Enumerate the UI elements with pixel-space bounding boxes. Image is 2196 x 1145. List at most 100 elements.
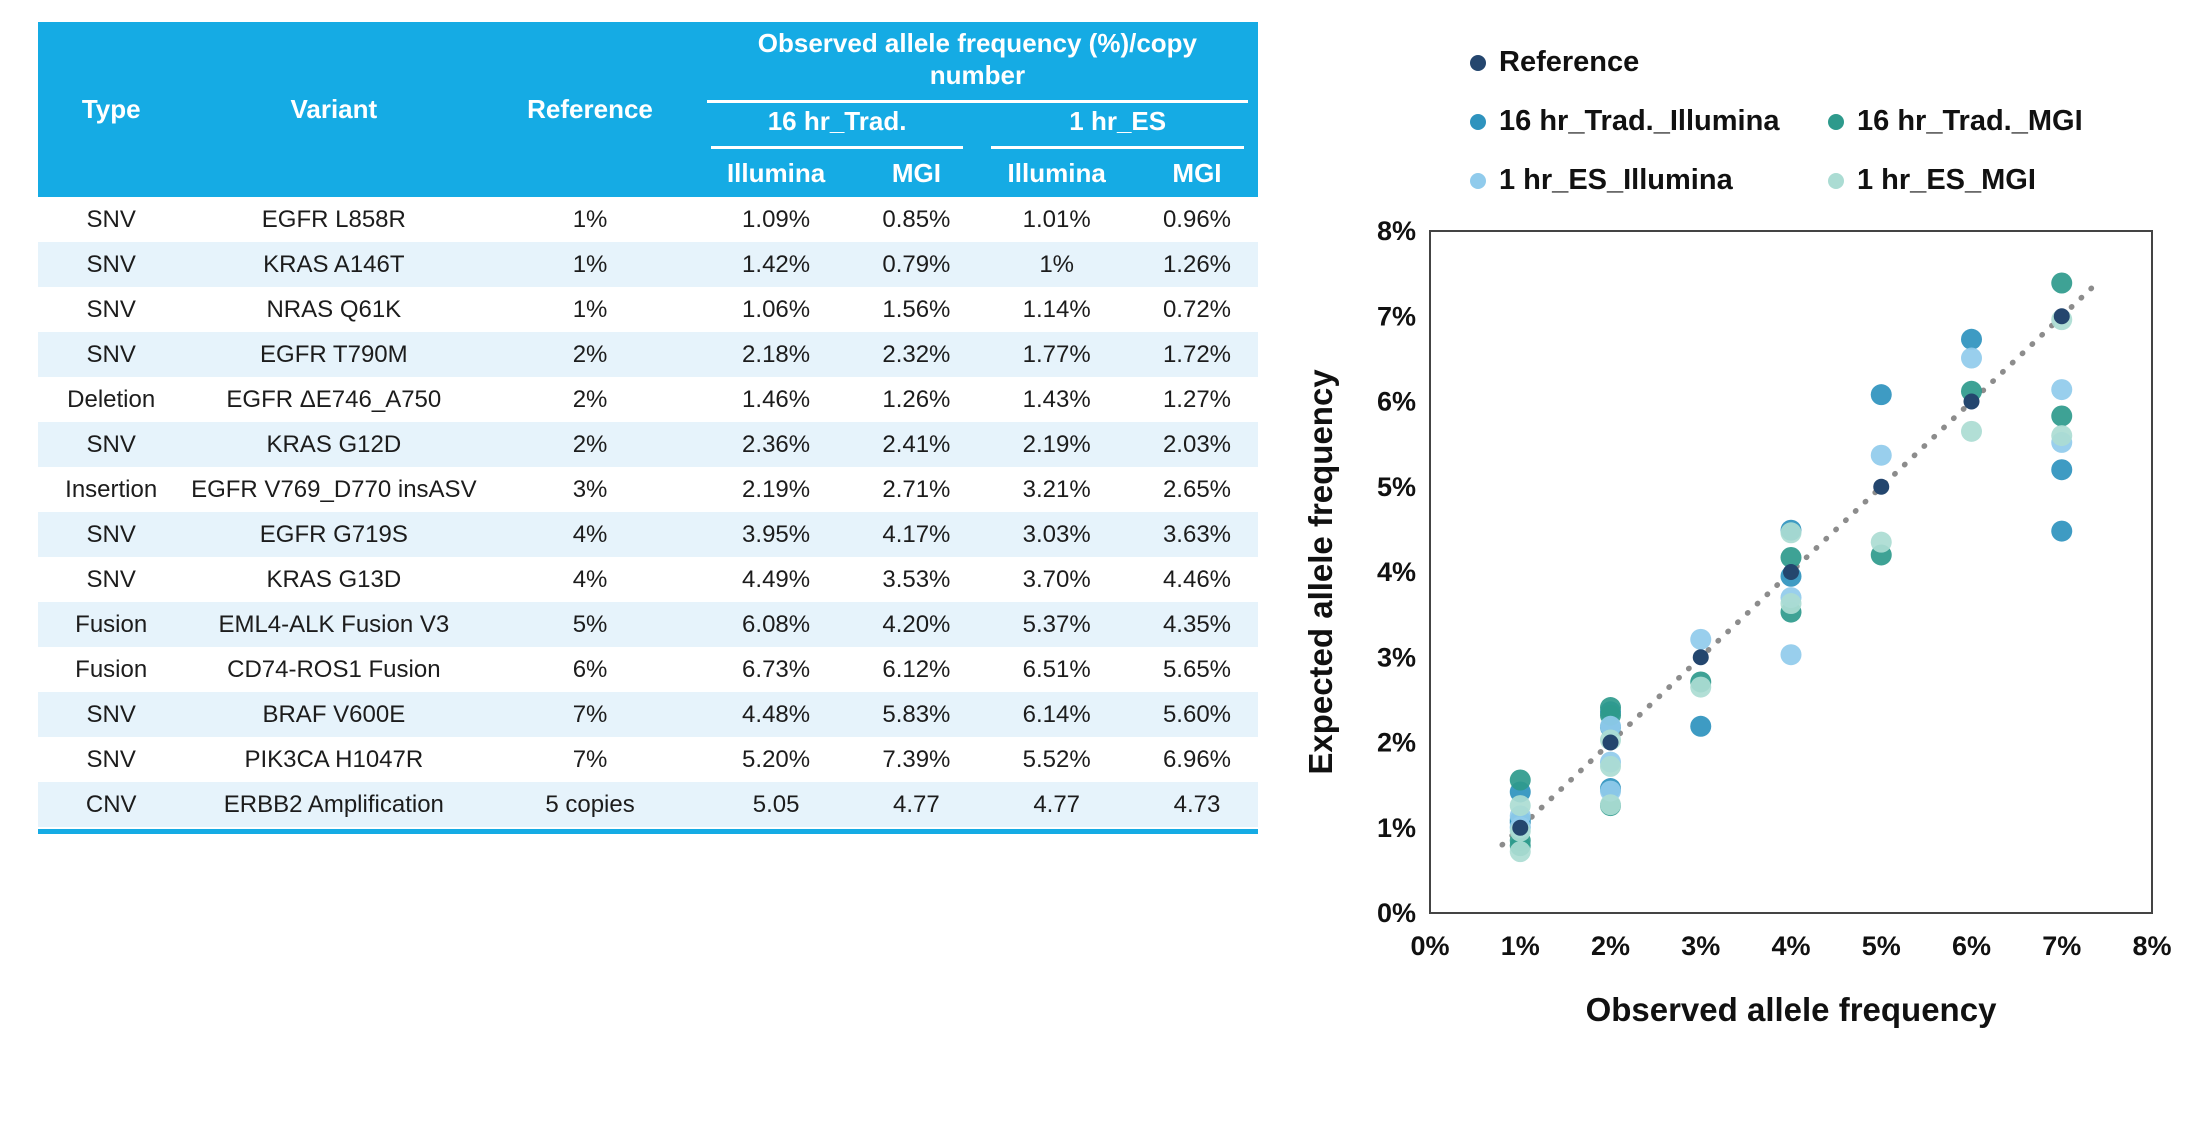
data-point-1 hr_ES_MGI [1600, 794, 1621, 816]
x-tick-label: 3% [1681, 931, 1720, 961]
y-tick-label: 3% [1377, 642, 1416, 672]
table-cell: 4% [572, 520, 608, 548]
table-row: SNV BRAF V600E 7% 4.48% 5.83% 6.14% 5.60% [38, 692, 1258, 738]
table-cell: PIK3CA H1047R [244, 745, 424, 773]
table-row: SNV KRAS G12D 2% 2.36% 2.41% 2.19% 2.03% [38, 422, 1258, 468]
legend-item: 16 hr_Trad._Illumina [1470, 105, 1828, 138]
y-tick-label: 7% [1377, 301, 1416, 331]
data-point-16 hr_Trad._Illumina [2051, 459, 2073, 481]
col-header-1hr-es: 1 hr_ES [977, 103, 1258, 150]
table-cell: 1.77% [1022, 340, 1091, 368]
table-cell: 3.95% [742, 520, 811, 548]
data-point-1 hr_ES_MGI [1780, 593, 1802, 615]
table-cell: 0.96% [1162, 205, 1232, 233]
table-cell: 4.49% [742, 565, 811, 593]
col-header-mgi-trad: MGI [855, 149, 978, 198]
table-cell: 4.73 [1173, 790, 1221, 818]
table-cell: 2.32% [882, 340, 951, 368]
table-cell: 6.12% [882, 655, 951, 683]
table-cell: EGFR G719S [259, 520, 408, 548]
data-point-1 hr_ES_MGI [2051, 425, 2073, 447]
table-bottom-rule [38, 829, 1258, 835]
legend-label: 1 hr_ES_MGI [1857, 164, 2036, 196]
col-header-reference: Reference [483, 22, 697, 198]
table-cell: 2.65% [1162, 475, 1232, 503]
data-point-Reference [1783, 564, 1799, 580]
scatter-chart-section: Reference 16 hr_Trad._Illumina 16 hr_Trad.… [1290, 46, 2196, 1098]
legend-item: 1 hr_ES_Illumina [1470, 164, 1828, 197]
table-cell: 5.37% [1022, 610, 1091, 638]
table-cell: EGFR L858R [261, 205, 406, 233]
legend-row: Reference [1470, 46, 2196, 79]
data-point-1 hr_ES_Illumina [1780, 644, 1802, 666]
table-cell: 5.83% [882, 700, 951, 728]
table-row: SNV KRAS A146T 1% 1.42% 0.79% 1% 1.26% [38, 242, 1258, 288]
data-point-1 hr_ES_MGI [1961, 420, 1982, 442]
legend-label: 16 hr_Trad._Illumina [1499, 105, 1780, 137]
col-header-illumina-es: Illumina [977, 149, 1136, 198]
data-point-16 hr_Trad._MGI [1509, 769, 1531, 791]
table-cell: 2.03% [1162, 430, 1232, 458]
x-axis-title: Observed allele frequency [1586, 991, 1998, 1028]
data-point-1 hr_ES_Illumina [1870, 444, 1892, 466]
x-tick-label: 7% [2042, 931, 2081, 961]
y-tick-label: 8% [1377, 216, 1416, 246]
table-row: SNV EGFR L858R 1% 1.09% 0.85% 1.01% 0.96% [38, 197, 1258, 242]
table-cell: 2.19% [1022, 430, 1091, 458]
data-point-Reference [1512, 819, 1529, 836]
y-tick-label: 0% [1377, 898, 1416, 928]
legend-item: 16 hr_Trad._MGI [1828, 105, 2186, 138]
table-cell: 2.71% [882, 475, 951, 503]
legend-row: 16 hr_Trad._Illumina 16 hr_Trad._MGI [1470, 105, 2196, 138]
x-tick-label: 4% [1771, 931, 1810, 961]
legend-dot-icon [1470, 54, 1486, 71]
data-point-16 hr_Trad._Illumina [1870, 384, 1892, 406]
table-row: CNV ERBB2 Amplification 5 copies 5.05 4.77 4.… [38, 782, 1258, 828]
data-point-1 hr_ES_Illumina [2051, 379, 2073, 401]
table-row: Fusion EML4-ALK Fusion V3 5% 6.08% 4.20% 5.37… [38, 602, 1258, 648]
col-header-observed-group: Observed allele frequency (%)/copy numbe… [696, 22, 1258, 104]
data-point-Reference [1692, 649, 1709, 666]
table-cell: 4.48% [742, 700, 811, 728]
data-point-1 hr_ES_MGI [1509, 841, 1531, 863]
table-cell: 3.63% [1162, 520, 1232, 548]
table-cell: 5.65% [1162, 655, 1232, 683]
table-row: SNV EGFR T790M 2% 2.18% 2.32% 1.77% 1.72% [38, 332, 1258, 378]
table-cell: EGFR ΔE746_A750 [226, 385, 442, 413]
col-header-type: Type [38, 22, 185, 198]
table-cell: 4.35% [1162, 610, 1232, 638]
x-tick-label: 5% [1862, 931, 1901, 961]
table-cell: Insertion [65, 475, 158, 503]
table-row: Insertion EGFR V769_D770 insASV 3% 2.19% 2.7… [38, 467, 1258, 512]
table-cell: NRAS Q61K [266, 295, 402, 323]
legend-item: 1 hr_ES_MGI [1828, 164, 2186, 197]
table-cell: SNV [86, 565, 136, 593]
data-point-16 hr_Trad._MGI [2051, 405, 2073, 427]
table-cell: 1.42% [742, 250, 811, 278]
table-cell: 1% [572, 295, 608, 323]
legend-label: 1 hr_ES_Illumina [1499, 164, 1733, 196]
data-point-1 hr_ES_MGI [1509, 795, 1531, 817]
group1-label: 16 hr_Trad. [710, 104, 964, 149]
table-cell: 5.60% [1162, 700, 1232, 728]
table-cell: 3.53% [882, 565, 951, 593]
table-header: Type Variant Reference Observed allele f… [38, 22, 1258, 198]
table-cell: 1.27% [1162, 385, 1232, 413]
scatter-chart: 0% 1% 2% 3% 4% 5% 6% 7% 8% 0% 1% 2% 3% 4% 5% 6% 7% 8% Obse… [1290, 213, 2196, 1098]
table-cell: 1.72% [1162, 340, 1232, 368]
table-cell: 3.70% [1022, 565, 1091, 593]
table-cell: SNV [86, 745, 136, 773]
table-cell: 5.20% [742, 745, 811, 773]
table-body: SNV EGFR L858R 1% 1.09% 0.85% 1.01% 0.96% SNV KR… [38, 197, 1258, 828]
data-point-16 hr_Trad._MGI [1780, 547, 1802, 569]
table-cell: 2% [572, 340, 608, 368]
table-cell: 4.77 [893, 790, 940, 818]
table-cell: 0.79% [882, 250, 951, 278]
table-cell: SNV [86, 205, 136, 233]
data-point-1 hr_ES_Illumina [1961, 347, 1982, 369]
y-axis-title: Expected allele frequency [1302, 369, 1339, 775]
x-tick-label: 8% [2132, 931, 2171, 961]
legend-label: Reference [1499, 46, 1640, 78]
data-point-1 hr_ES_Illumina [1690, 628, 1712, 650]
table-cell: 1.43% [1022, 385, 1091, 413]
